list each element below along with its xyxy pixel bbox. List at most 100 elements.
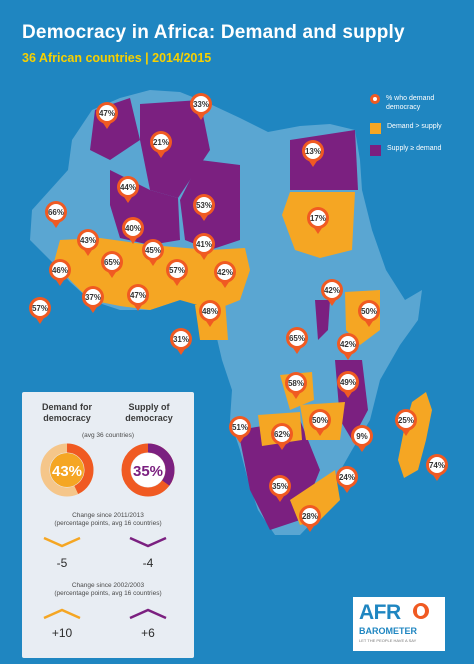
- page-subtitle: 36 African countries | 2014/2015: [22, 51, 212, 65]
- pin-value: 62%: [274, 430, 290, 439]
- legend-pin-label: % who demand democracy: [386, 95, 435, 111]
- pin-inner: [125, 220, 141, 236]
- afrobarometer-logo: AFR BAROMETER LET THE PEOPLE HAVE A SAY: [353, 597, 445, 651]
- country-pin: 21%: [150, 131, 172, 158]
- logo-brand: AFR: [359, 601, 401, 624]
- donut-charts: 43% 35%: [40, 443, 175, 497]
- country-pin: 33%: [190, 93, 212, 120]
- country-pin: 46%: [49, 259, 71, 286]
- country-pin: 50%: [309, 409, 331, 436]
- pin-value: 44%: [120, 183, 136, 192]
- country-pin: 17%: [307, 207, 329, 234]
- legend-demand-label: Demand > supply: [387, 123, 442, 130]
- pin-inner: [202, 303, 218, 319]
- pin-value: 9%: [356, 432, 368, 441]
- pin-inner: [429, 457, 445, 473]
- pin-inner: [169, 262, 185, 278]
- country-pin: 35%: [269, 475, 291, 502]
- supply-donut-center: [131, 453, 165, 487]
- pin-inner: [288, 375, 304, 391]
- change1-supply-chevron: [129, 536, 167, 548]
- change1-note: Change since 2011/2013 (percentage point…: [22, 512, 194, 528]
- pin-inner: [193, 96, 209, 112]
- pin-inner: [354, 428, 370, 444]
- pin-inner: [48, 204, 64, 220]
- change1-title: Change since 2011/2013: [72, 512, 144, 519]
- country-pin: 74%: [426, 454, 448, 481]
- country-pin: 47%: [96, 102, 118, 129]
- legend-supply-label: Supply ≥ demand: [387, 145, 442, 152]
- pin-inner: [217, 264, 233, 280]
- pin-value: 42%: [340, 340, 356, 349]
- pin-value: 33%: [193, 100, 209, 109]
- pin-inner: [310, 210, 326, 226]
- pin-value: 49%: [340, 378, 356, 387]
- pin-inner: [32, 300, 48, 316]
- pin-inner: [173, 331, 189, 347]
- country-pin: 66%: [45, 201, 67, 228]
- pin-inner: [120, 179, 136, 195]
- pin-value: 47%: [99, 109, 115, 118]
- pin-value: 66%: [48, 208, 64, 217]
- country-pin: 41%: [193, 233, 215, 260]
- change2-note: Change since 2002/2003 (percentage point…: [22, 582, 194, 598]
- pin-value: 74%: [429, 461, 445, 470]
- demand-swatch: [370, 123, 381, 134]
- change2-title: Change since 2002/2003: [71, 582, 145, 589]
- country-pin: 57%: [29, 297, 51, 324]
- supply-donut-arc: [121, 443, 175, 497]
- pins-layer: 47% 33% 21% 13% 44% 53% 17% 66% 40% 43% 45% 41% 46% 6…: [29, 93, 448, 532]
- pin-value: 57%: [169, 266, 185, 275]
- demand-avg-value: 43%: [52, 463, 82, 480]
- supply-swatch: [370, 145, 381, 156]
- pin-value: 24%: [339, 473, 355, 482]
- pin-inner: [52, 262, 68, 278]
- country-pin: 47%: [127, 284, 149, 311]
- country-pin: 49%: [337, 371, 359, 398]
- pin-inner: [145, 242, 161, 258]
- pin-value: 25%: [398, 416, 414, 425]
- page-title: Democracy in Africa: Demand and supply: [22, 22, 405, 43]
- pin-inner: [99, 105, 115, 121]
- logo-tagline: LET THE PEOPLE HAVE A SAY: [359, 638, 417, 643]
- pin-value: 50%: [361, 307, 377, 316]
- country-pin: 13%: [302, 140, 324, 167]
- legend-row-supply: Supply ≥ demand: [370, 144, 470, 156]
- pin-value: 41%: [196, 240, 212, 249]
- pin-inner: [196, 197, 212, 213]
- pin-inner: [312, 412, 328, 428]
- change1-demand-chevron: [43, 536, 81, 548]
- pin-inner: [153, 134, 169, 150]
- pin-inner: [340, 336, 356, 352]
- change1-chevrons: [43, 536, 167, 548]
- country-pin: 25%: [395, 409, 417, 436]
- country-pin: 48%: [199, 300, 221, 327]
- change2-demand-chevron: [43, 608, 81, 620]
- country-pin: 28%: [299, 505, 321, 532]
- country-pin: 42%: [214, 261, 236, 288]
- pin-value: 48%: [202, 307, 218, 316]
- country-pin: 9%: [351, 425, 373, 452]
- change2-subtitle: (percentage points, avg 16 countries): [54, 590, 162, 597]
- country-pin: 43%: [77, 229, 99, 256]
- legend-row-demand: Demand > supply: [370, 122, 470, 134]
- legend: % who demand democracy Demand > supply S…: [370, 94, 470, 166]
- pin-inner: [272, 478, 288, 494]
- pin-inner: [232, 419, 248, 435]
- country-pin: 65%: [101, 251, 123, 278]
- logo-africa-icon: [417, 606, 425, 616]
- pin-inner: [85, 289, 101, 305]
- pin-inner: [289, 330, 305, 346]
- pin-value: 53%: [196, 201, 212, 210]
- country-pin: 50%: [358, 300, 380, 327]
- change2-supply-value: +6: [141, 626, 155, 640]
- supply-header: Supply of democracy: [125, 402, 173, 423]
- pin-inner: [302, 508, 318, 524]
- pin-inner: [104, 254, 120, 270]
- pin-inner: [361, 303, 377, 319]
- pin-value: 21%: [153, 138, 169, 147]
- pin-value: 58%: [288, 379, 304, 388]
- country-pin: 51%: [229, 416, 251, 443]
- pin-inner: [196, 236, 212, 252]
- pin-inner: [398, 412, 414, 428]
